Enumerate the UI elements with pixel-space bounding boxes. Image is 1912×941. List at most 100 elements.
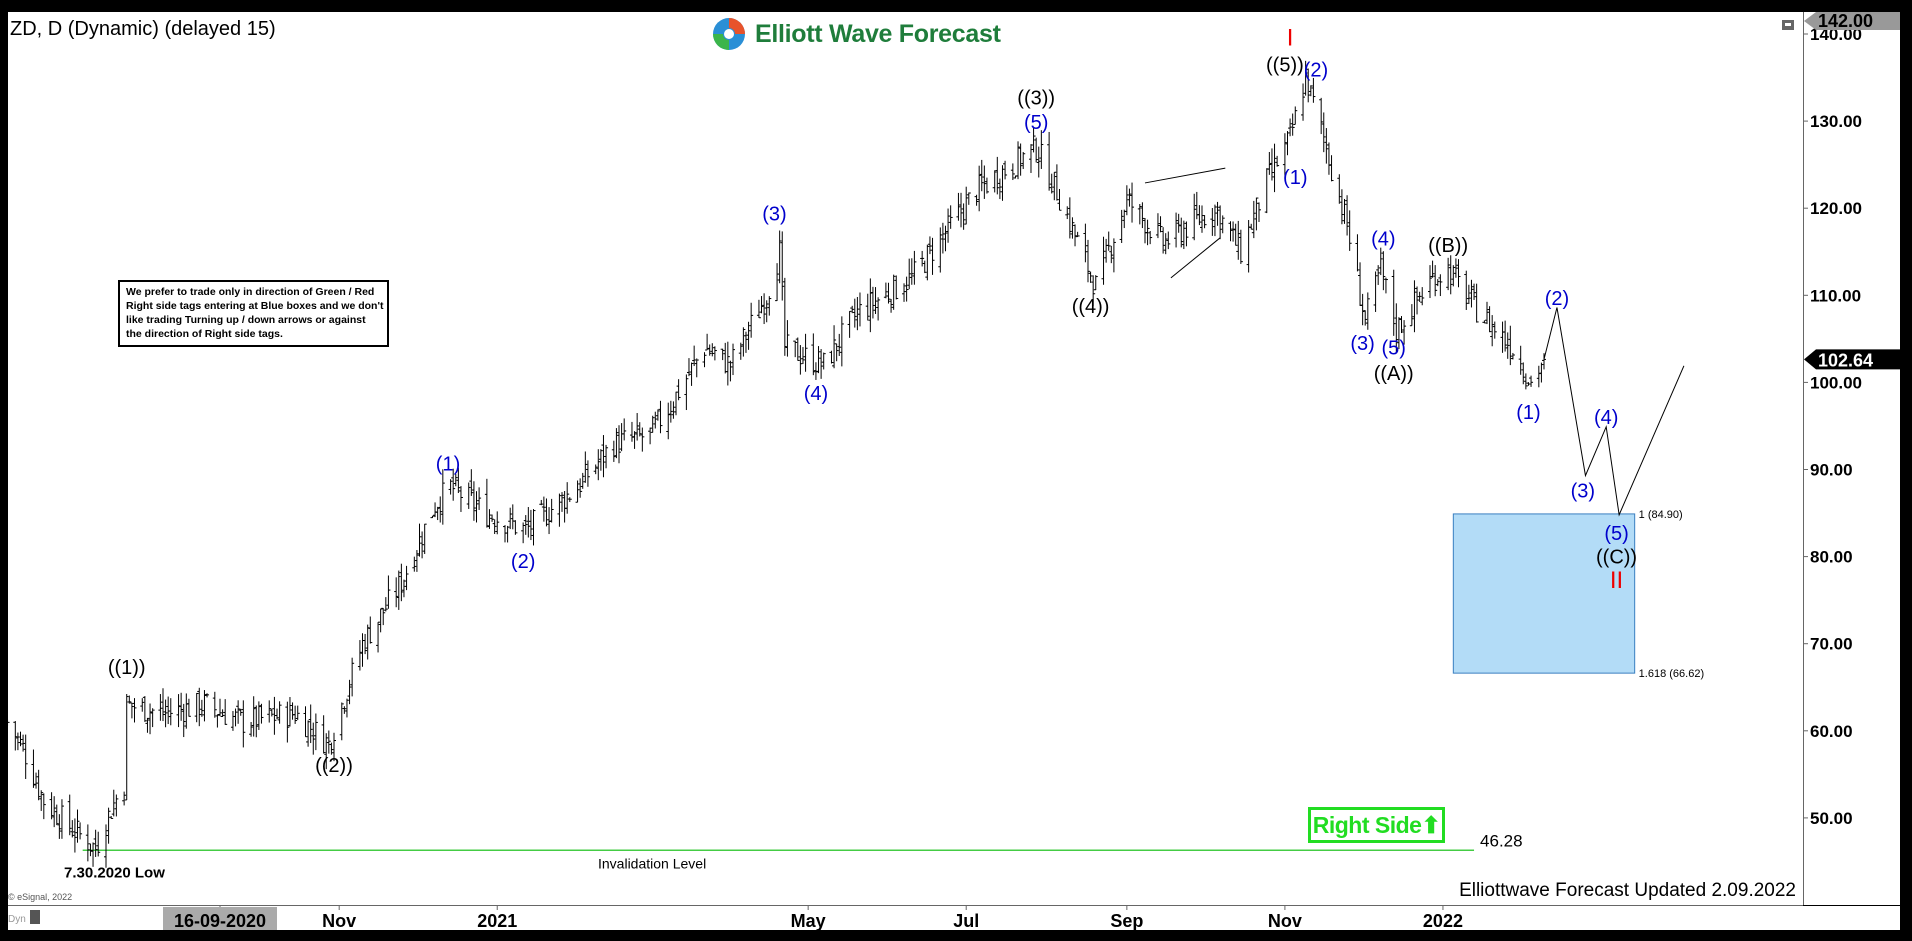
- price-bar: [386, 575, 391, 609]
- price-bar: [326, 730, 331, 754]
- price-bar: [103, 824, 108, 868]
- degree-mark: I: [1287, 25, 1294, 52]
- price-bar: [909, 258, 914, 285]
- price-bar: [469, 469, 474, 496]
- price-bar: [285, 701, 290, 743]
- price-bar: [707, 344, 712, 356]
- price-bar: [1415, 286, 1420, 315]
- price-bar: [1130, 182, 1135, 223]
- price-bar: [1199, 205, 1204, 233]
- time-axis[interactable]: [8, 906, 1900, 930]
- wave-label: (2): [511, 551, 535, 573]
- trading-note: We prefer to trade only in direction of …: [118, 280, 389, 347]
- wave-label: ((4)): [1072, 296, 1110, 318]
- wave-label: ((C)): [1596, 547, 1637, 569]
- degree-mark: II: [1610, 567, 1623, 594]
- price-bar: [850, 305, 855, 314]
- price-bar: [365, 624, 370, 660]
- price-bar: [158, 694, 163, 721]
- x-tick-label: 2021: [477, 911, 517, 931]
- price-bar: [238, 708, 243, 716]
- price-bar: [49, 792, 54, 820]
- last-price-tag: [1804, 349, 1900, 370]
- price-bar: [495, 511, 500, 535]
- triangle-line: [1144, 167, 1226, 184]
- price-bar: [1075, 231, 1080, 238]
- x-tick-label: Nov: [1268, 911, 1302, 931]
- price-bar: [549, 498, 554, 523]
- price-bar: [1492, 321, 1497, 339]
- price-bar: [1228, 221, 1233, 242]
- price-bar: [1049, 173, 1054, 194]
- wave-label: ((2)): [315, 755, 353, 777]
- price-bar: [728, 360, 733, 382]
- price-bar: [1111, 238, 1116, 273]
- plot-area[interactable]: [8, 12, 1803, 905]
- price-bar: [611, 440, 616, 462]
- price-bar: [1474, 283, 1479, 323]
- price-bar: [458, 486, 463, 512]
- price-bar: [1124, 185, 1129, 216]
- price-bar: [738, 342, 743, 360]
- price-bar: [1145, 219, 1150, 246]
- price-bar: [961, 203, 966, 230]
- price-bar: [1430, 260, 1435, 278]
- price-bar: [1373, 271, 1378, 312]
- price-bar: [705, 333, 710, 351]
- price-bar: [912, 250, 917, 285]
- price-bar: [1016, 141, 1021, 180]
- price-bar: [145, 717, 150, 733]
- price-bar: [1399, 316, 1404, 334]
- price-bar: [1127, 188, 1132, 207]
- price-bar: [1355, 234, 1360, 272]
- price-bar: [795, 337, 800, 361]
- price-bar: [420, 531, 425, 559]
- price-bar: [124, 693, 129, 801]
- price-bar: [414, 550, 419, 572]
- price-bar: [927, 236, 932, 255]
- price-bar: [1526, 382, 1531, 386]
- price-bar: [295, 705, 300, 720]
- price-bar: [1010, 163, 1015, 181]
- price-bar: [541, 496, 546, 522]
- wave-label: ((A)): [1374, 363, 1414, 385]
- price-bar: [1184, 221, 1189, 247]
- price-bar: [964, 186, 969, 225]
- price-bar: [1106, 231, 1111, 251]
- price-bar: [1220, 215, 1225, 234]
- price-bar: [567, 497, 572, 503]
- price-bar: [1433, 265, 1438, 297]
- logo: Elliott Wave Forecast: [711, 16, 1001, 52]
- price-axis[interactable]: [1804, 12, 1900, 905]
- price-bar: [523, 515, 528, 535]
- price-bar: [1218, 205, 1223, 240]
- price-bar: [13, 721, 18, 751]
- price-bar: [199, 699, 204, 717]
- wave-label: (4): [1371, 229, 1395, 251]
- wave-label: (2): [1304, 60, 1328, 82]
- price-bar: [88, 843, 93, 857]
- price-bar: [731, 343, 736, 376]
- note-line: Right side tags entering at Blue boxes a…: [126, 300, 384, 312]
- price-bar: [453, 474, 458, 487]
- price-bar: [168, 698, 173, 726]
- price-bar: [430, 515, 435, 519]
- price-bar: [1464, 270, 1469, 310]
- price-bar: [1137, 204, 1142, 225]
- price-bar: [655, 409, 660, 421]
- price-bar: [1161, 227, 1166, 254]
- wave-label: (1): [1283, 167, 1307, 189]
- price-bar: [959, 192, 964, 228]
- price-bar: [1034, 137, 1039, 163]
- target-blue-box: [1452, 513, 1636, 674]
- price-bar: [106, 807, 111, 844]
- symbol-title: ZD, D (Dynamic) (delayed 15): [10, 18, 276, 40]
- price-bar: [1523, 373, 1528, 390]
- price-bar: [303, 706, 308, 738]
- price-bar: [1155, 213, 1160, 239]
- y-tick-label: 90.00: [1810, 461, 1853, 480]
- dynamic-toggle-icon[interactable]: [30, 910, 40, 924]
- price-bar: [997, 178, 1002, 200]
- price-bar: [1381, 251, 1386, 291]
- price-bar: [834, 343, 839, 362]
